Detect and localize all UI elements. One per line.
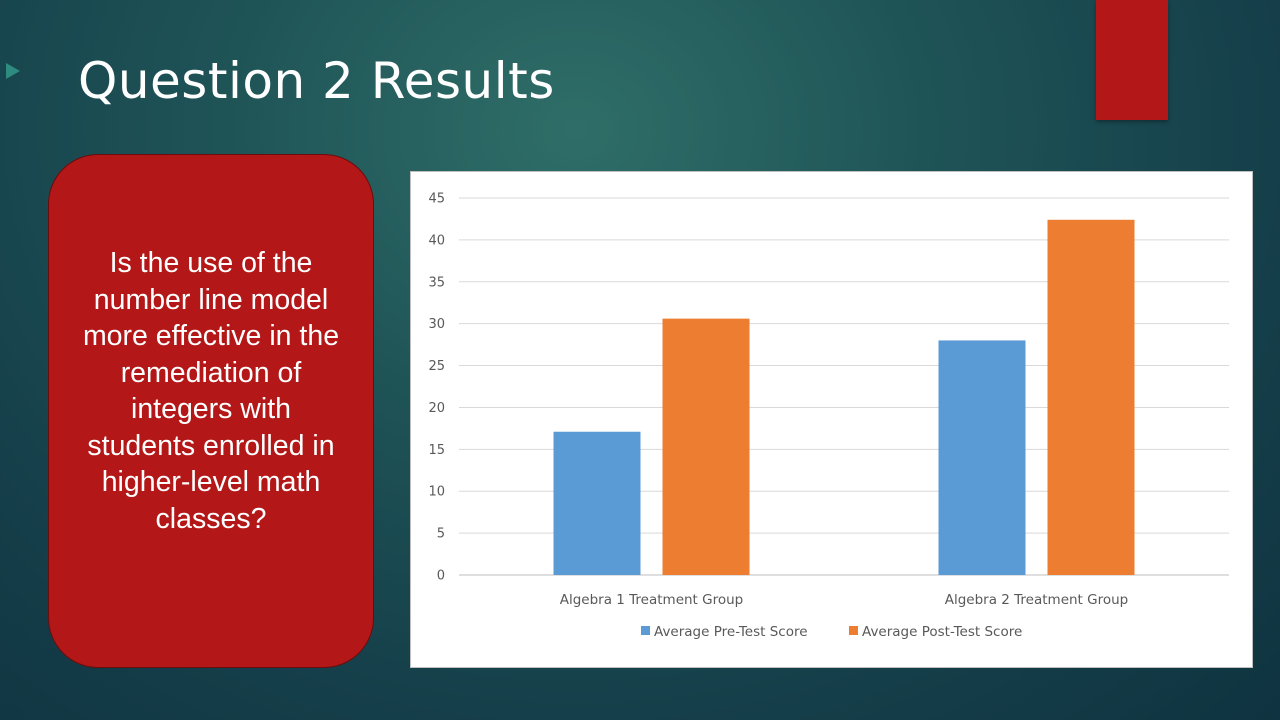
y-tick-label: 5 xyxy=(437,527,445,542)
y-tick-label: 20 xyxy=(428,401,445,416)
y-tick-label: 40 xyxy=(428,233,445,248)
y-tick-label: 45 xyxy=(428,192,445,207)
legend-label: Average Post-Test Score xyxy=(862,624,1022,640)
legend-swatch xyxy=(641,626,650,635)
slide-title: Question 2 Results xyxy=(78,52,555,110)
bar-post-test xyxy=(662,318,750,575)
legend-swatch xyxy=(849,626,858,635)
bar-chart: 0 5 10 15 20 25 30 35 40 45 Algebra 1 Treatment Gr… xyxy=(428,192,1229,640)
y-tick-label: 30 xyxy=(428,317,445,332)
x-category-label: Algebra 1 Treatment Group xyxy=(560,592,744,608)
chart-panel: 0 5 10 15 20 25 30 35 40 45 Algebra 1 Treatment Gr… xyxy=(410,171,1253,668)
y-tick-label: 25 xyxy=(428,359,445,374)
accent-tab xyxy=(1096,0,1168,120)
question-box: Is the use of the number line model more… xyxy=(48,154,374,668)
y-tick-label: 0 xyxy=(437,569,445,584)
slide-arrow-icon xyxy=(6,63,20,79)
y-tick-label: 35 xyxy=(428,275,445,290)
legend-label: Average Pre-Test Score xyxy=(654,624,808,640)
y-tick-label: 15 xyxy=(428,443,445,458)
x-category-label: Algebra 2 Treatment Group xyxy=(945,592,1129,608)
bar-pre-test xyxy=(553,431,641,575)
bar-post-test xyxy=(1047,219,1135,575)
question-text: Is the use of the number line model more… xyxy=(82,247,340,535)
y-tick-label: 10 xyxy=(428,485,445,500)
bar-pre-test xyxy=(938,340,1026,575)
